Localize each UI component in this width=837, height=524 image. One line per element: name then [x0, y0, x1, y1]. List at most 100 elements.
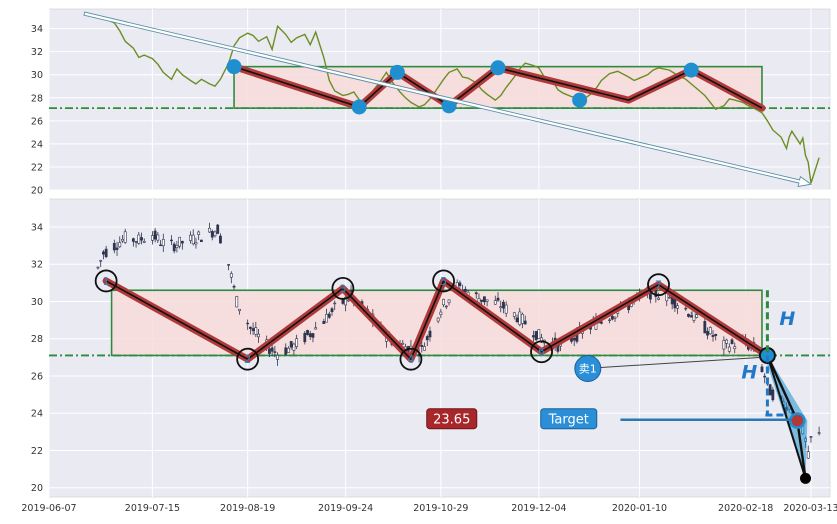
candlestick [238, 308, 241, 315]
candlestick-body [521, 313, 524, 324]
top-pivot-dot [683, 62, 699, 78]
candlestick [763, 373, 767, 384]
candlestick [425, 334, 429, 347]
candlestick [210, 229, 214, 241]
x-tick-label: 2019-07-15 [125, 503, 180, 514]
candlestick-body [463, 288, 467, 292]
candlestick-body [722, 340, 726, 350]
x-tick-label: 2019-09-24 [318, 503, 373, 514]
candlestick [809, 436, 813, 443]
candlestick-body [118, 242, 122, 248]
candlestick [306, 329, 309, 336]
bottom-pattern-zigzag-inner [105, 280, 768, 360]
candlestick [483, 296, 486, 306]
candlestick [518, 307, 522, 327]
candlestick-body [327, 313, 331, 318]
candlestick-body [444, 305, 448, 308]
candlestick [687, 313, 690, 318]
bottom-y-axis-ticks: 20 22 24 26 28 30 32 34 [31, 222, 43, 494]
candlestick-body [257, 333, 260, 338]
candlestick-body [219, 235, 222, 244]
candlestick [474, 291, 478, 299]
candlestick [504, 301, 508, 318]
top-pivot-dot [389, 64, 405, 80]
candlestick [159, 240, 162, 247]
candlestick-body [684, 307, 688, 310]
top-y-tick-label: 20 [31, 186, 43, 197]
candlestick-body [112, 243, 116, 251]
x-tick-label: 2020-01-10 [612, 503, 667, 514]
candlestick-body [322, 321, 326, 324]
candlestick [96, 266, 100, 270]
candlestick-body [235, 296, 239, 308]
candlestick [537, 329, 541, 340]
candlestick-body [172, 243, 176, 252]
candlestick-body [197, 231, 201, 235]
candlestick-body [534, 331, 538, 341]
bottom-y-tick-label: 32 [31, 260, 43, 271]
candlestick-body [251, 328, 255, 331]
candlestick [118, 236, 122, 249]
candlestick-body [518, 311, 522, 325]
candlestick [444, 305, 448, 310]
candlestick [153, 228, 157, 243]
candlestick-body [711, 335, 715, 337]
candlestick-body [151, 235, 154, 241]
candlestick [695, 313, 699, 319]
candlestick-body [692, 310, 696, 321]
candlestick-body [303, 333, 307, 343]
candlestick-body [714, 333, 718, 336]
candlestick [480, 299, 484, 305]
candlestick [760, 363, 764, 373]
candlestick [254, 321, 258, 337]
candlestick-body [295, 338, 299, 347]
candlestick-body [121, 239, 124, 242]
candlestick-body [137, 234, 141, 244]
top-pattern-zigzag-inner [233, 65, 763, 109]
candlestick [447, 299, 451, 306]
candlestick-body [760, 366, 764, 372]
bottom-y-tick-label: 34 [31, 222, 43, 233]
candlestick-body [439, 311, 443, 315]
candlestick-body [284, 347, 288, 355]
candlestick-body [425, 336, 429, 341]
candlestick [608, 318, 611, 324]
candlestick-body [248, 326, 252, 329]
top-y-tick-label: 22 [31, 162, 43, 173]
candlestick-body [134, 241, 138, 243]
pivot-number: 2 [244, 353, 251, 366]
candlestick-body [442, 299, 445, 306]
candlestick-body [540, 337, 543, 343]
candlestick [123, 228, 127, 244]
candlestick-body [502, 301, 505, 309]
candlestick-body [180, 240, 184, 244]
candlestick-body [512, 312, 516, 317]
candlestick-body [330, 308, 334, 313]
candlestick [521, 312, 524, 329]
candlestick [213, 230, 217, 238]
candlestick [499, 300, 503, 313]
candlestick [197, 230, 201, 241]
candlestick-body [292, 343, 296, 351]
candlestick [572, 336, 576, 347]
pivot-number: 4 [407, 353, 414, 366]
pivot-circle [331, 276, 355, 300]
candlestick [689, 311, 693, 318]
candlestick [99, 259, 103, 267]
candlestick-body [695, 314, 699, 318]
candlestick-body [189, 234, 192, 241]
candlestick [273, 345, 277, 358]
candlestick [142, 238, 146, 244]
candlestick [708, 326, 712, 335]
candlestick-body [229, 273, 233, 278]
candlestick [730, 337, 734, 345]
candlestick-body [730, 339, 734, 344]
candlestick-body [99, 260, 103, 262]
candlestick-body [208, 227, 211, 233]
candlestick-body [115, 247, 119, 250]
candlestick [191, 229, 195, 246]
candlestick [199, 239, 203, 243]
candlestick [232, 284, 236, 290]
candlestick [817, 426, 821, 436]
